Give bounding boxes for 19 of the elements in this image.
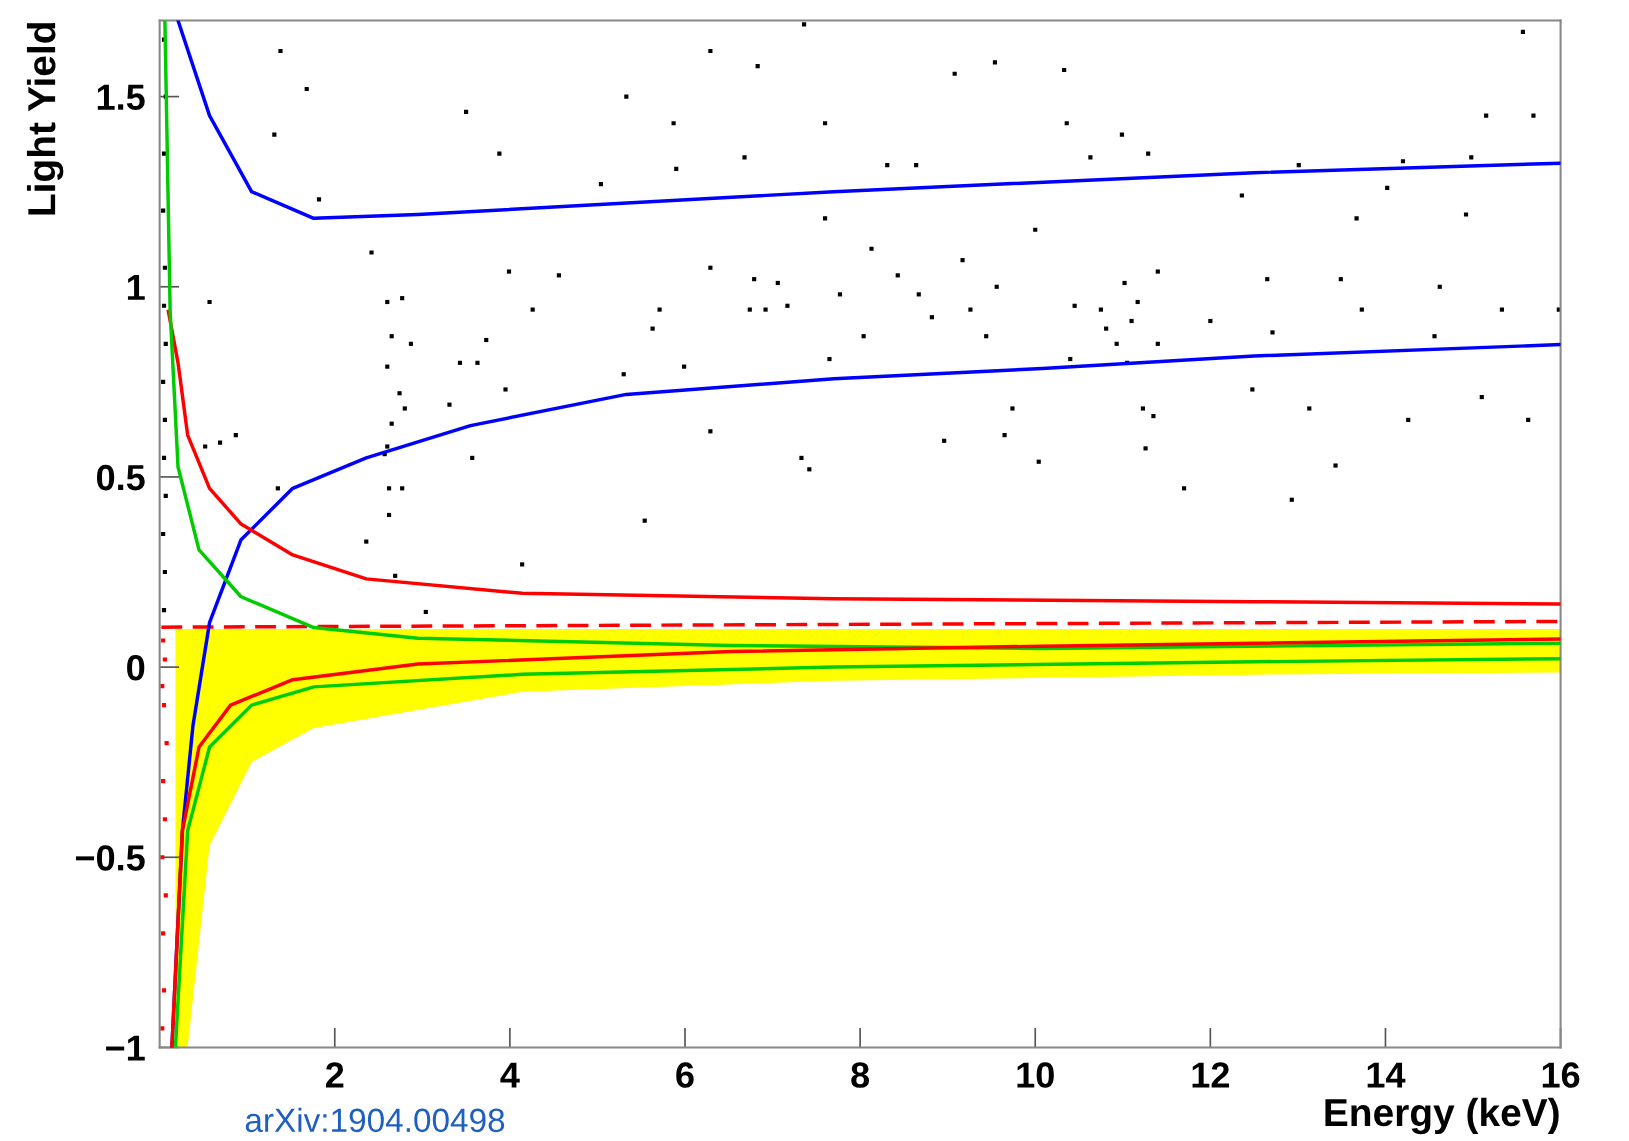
x-tick-label: 14 — [1367, 1062, 1406, 1088]
y-tick-label: 1 — [127, 275, 145, 300]
y-tick-label: 0.5 — [96, 464, 145, 491]
y-tick-label: 0 — [127, 654, 145, 681]
x-tick-label: 6 — [676, 1062, 694, 1088]
line-series — [176, 20, 1561, 221]
x-tick-label: 8 — [851, 1062, 870, 1088]
x-axis-title: Energy (keV) — [1325, 1097, 1559, 1135]
text: arXiv:1904.00498 — [245, 1107, 505, 1133]
y-axis-title: Light Yield — [26, 23, 64, 215]
x-tick-label: 4 — [500, 1062, 520, 1088]
x-tick-label: 12 — [1192, 1062, 1229, 1088]
x-tick-label: 16 — [1542, 1062, 1580, 1088]
x-tick-label: 2 — [325, 1062, 344, 1088]
line-series — [166, 309, 1561, 606]
x-tick-label: 10 — [1017, 1062, 1054, 1088]
y-tick-label: 1.5 — [97, 84, 145, 111]
y-tick-label: −0.5 — [75, 845, 145, 871]
y-tick-label: −1 — [106, 1035, 145, 1061]
